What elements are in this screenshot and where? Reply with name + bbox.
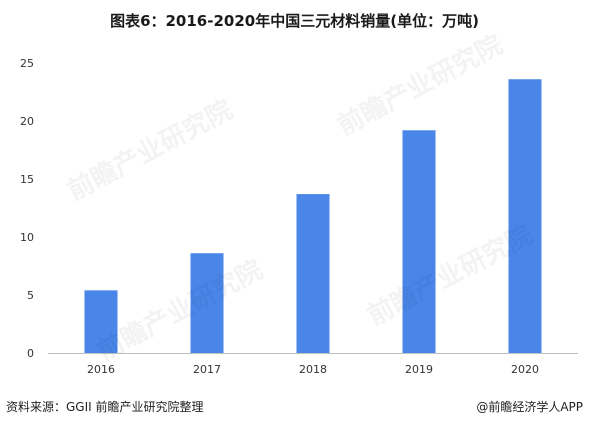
source-note: 资料来源：GGII 前瞻产业研究院整理 xyxy=(6,400,204,414)
x-tick-label: 2017 xyxy=(193,363,221,376)
x-tick-label: 2018 xyxy=(299,363,327,376)
bar-2018 xyxy=(296,194,330,353)
y-tick-label: 20 xyxy=(20,115,34,128)
bar-2017 xyxy=(190,253,224,353)
y-tick-label: 5 xyxy=(27,289,34,302)
x-axis: 2016 2017 2018 2019 2020 xyxy=(87,363,539,376)
y-tick-label: 10 xyxy=(20,231,34,244)
y-tick-label: 25 xyxy=(20,57,34,70)
x-tick-label: 2019 xyxy=(405,363,433,376)
x-tick-label: 2016 xyxy=(87,363,115,376)
bar-2020 xyxy=(508,79,542,354)
bars xyxy=(84,79,542,354)
y-tick-label: 15 xyxy=(20,173,34,186)
bar-2019 xyxy=(402,130,436,353)
y-axis: 0 5 10 15 20 25 xyxy=(20,57,34,360)
x-tick-label: 2020 xyxy=(511,363,539,376)
bar-2016 xyxy=(84,290,118,353)
y-tick-label: 0 xyxy=(27,347,34,360)
chart-title: 图表6：2016-2020年中国三元材料销量(单位：万吨) xyxy=(110,12,479,30)
brand-label: @前瞻经济学人APP xyxy=(476,400,583,414)
